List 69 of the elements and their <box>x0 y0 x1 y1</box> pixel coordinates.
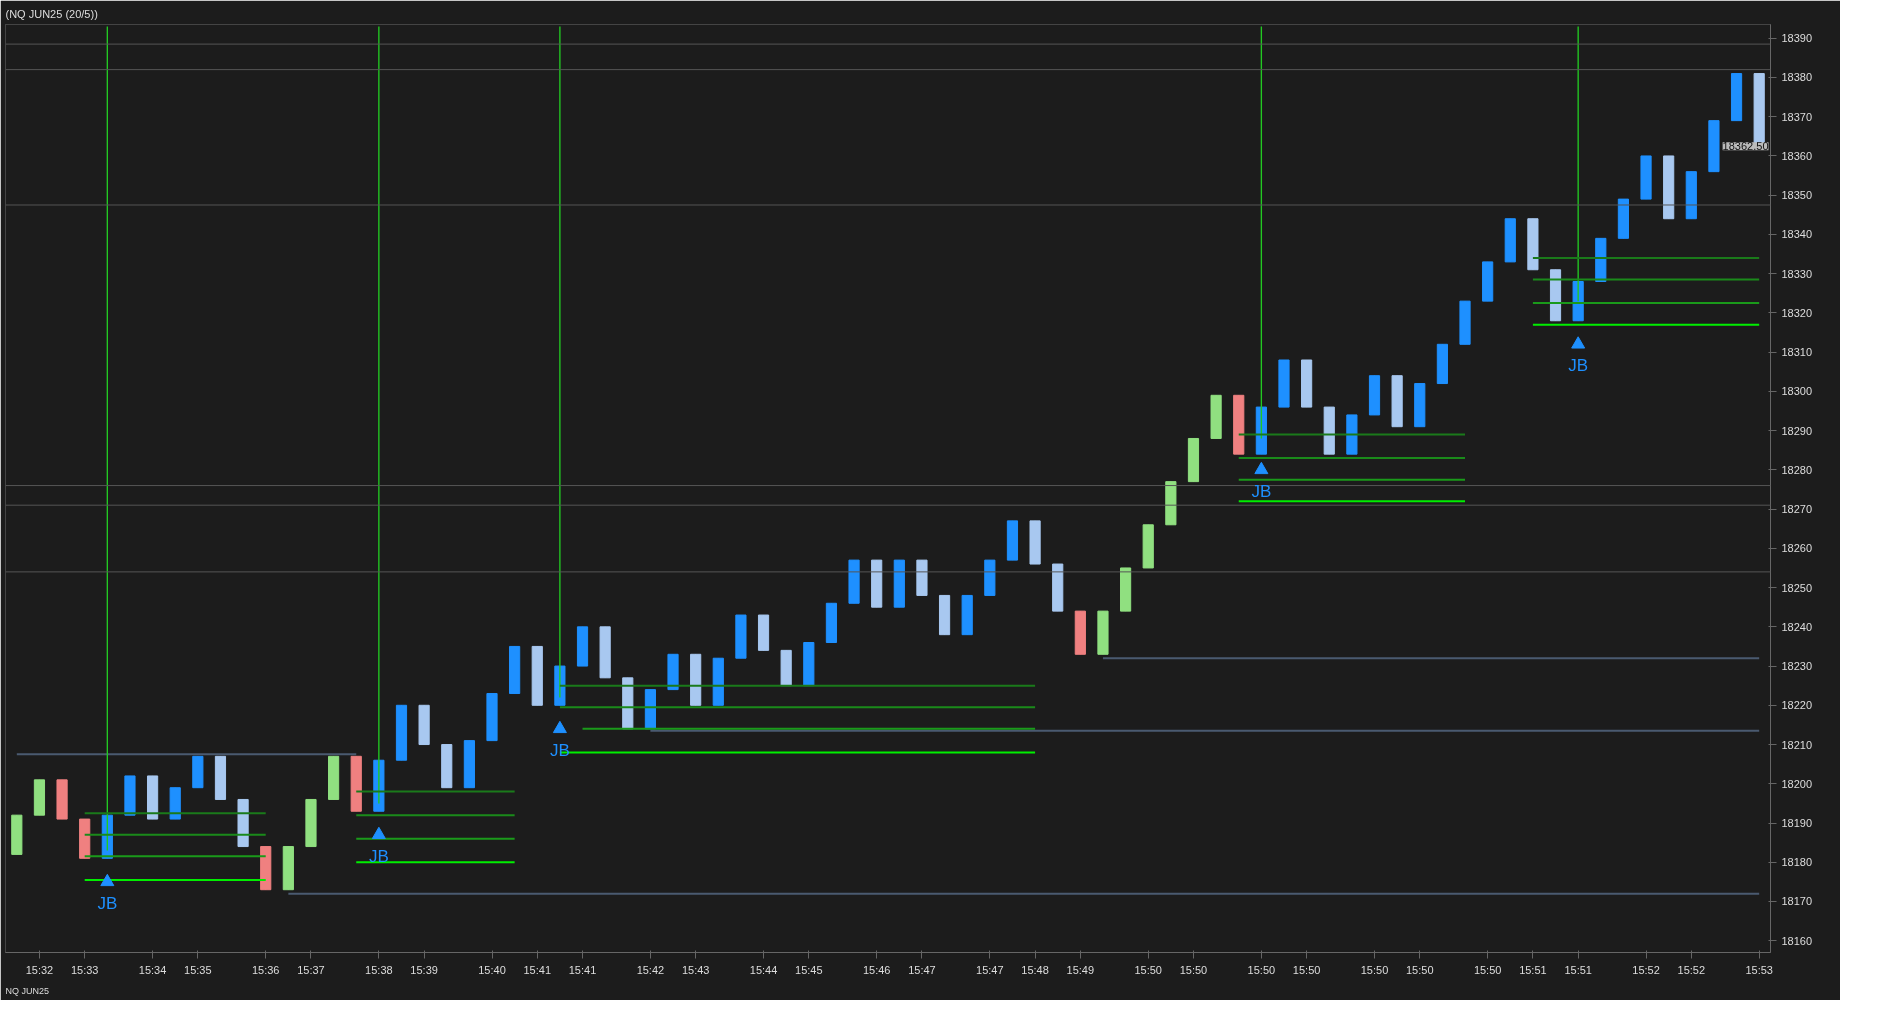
x-tick-label: 15:47 <box>908 963 936 976</box>
y-tick-label: 18280 <box>1781 463 1813 476</box>
x-tick-label: 15:47 <box>976 963 1004 976</box>
y-tick-label: 18160 <box>1781 934 1813 947</box>
x-tick-label: 15:33 <box>70 963 99 976</box>
y-tick-label: 18180 <box>1781 856 1813 869</box>
x-tick-label: 15:50 <box>1247 963 1276 976</box>
x-tick-label: 15:49 <box>1066 963 1095 976</box>
y-tick-label: 18360 <box>1781 149 1813 162</box>
annotation: JB <box>1251 481 1272 501</box>
text: NQ JUN25 <box>5 985 50 996</box>
y-tick-label: 18200 <box>1781 777 1813 790</box>
x-tick-label: 15:41 <box>523 963 552 976</box>
y-tick-label: 18290 <box>1781 424 1813 437</box>
x-tick-label: 15:45 <box>795 963 823 976</box>
y-tick-label: 18260 <box>1781 542 1813 555</box>
x-tick-label: 15:40 <box>478 963 506 976</box>
y-tick-label: 18310 <box>1781 346 1813 359</box>
y-tick-label: 18390 <box>1781 32 1813 45</box>
y-tick-label: 18320 <box>1781 306 1813 319</box>
x-tick-label: 15:52 <box>1632 963 1660 976</box>
x-tick-label: 15:50 <box>1473 963 1502 976</box>
annotation: JB <box>1568 356 1589 376</box>
y-tick-label: 18300 <box>1781 385 1813 398</box>
point <box>371 826 386 840</box>
x-tick-label: 15:51 <box>1564 963 1592 976</box>
x-tick-label: 15:52 <box>1677 963 1706 976</box>
y-tick-label: 18270 <box>1781 503 1813 516</box>
x-tick-label: 15:44 <box>749 963 778 976</box>
x-tick-label: 15:34 <box>138 963 167 976</box>
y-tick-label: 18210 <box>1781 738 1813 751</box>
point <box>1254 461 1269 475</box>
y-tick-label: 18170 <box>1781 895 1813 908</box>
y-tick-label: 18250 <box>1781 581 1813 594</box>
annotation: JB <box>97 893 118 913</box>
x-tick-label: 15:50 <box>1292 963 1321 976</box>
y-tick-label: 18220 <box>1781 699 1813 712</box>
chart-title: (NQ JUN25 (20/5)) <box>5 7 98 20</box>
x-tick-label: 15:51 <box>1519 963 1547 976</box>
point <box>552 720 567 734</box>
x-tick-label: 15:38 <box>365 963 393 976</box>
x-tick-label: 15:37 <box>297 963 325 976</box>
x-tick-label: 15:35 <box>184 963 212 976</box>
point <box>1571 336 1586 349</box>
y-tick-label: 18230 <box>1781 660 1813 673</box>
x-tick-label: 15:41 <box>568 963 597 976</box>
x-tick-label: 15:50 <box>1360 963 1389 976</box>
x-tick-label: 15:42 <box>636 963 665 976</box>
y-tick-label: 18370 <box>1781 110 1813 123</box>
x-tick-label: 15:50 <box>1179 963 1208 976</box>
annotation: JB <box>368 846 389 866</box>
x-tick-label: 15:43 <box>681 963 710 976</box>
x-tick-label: 15:53 <box>1745 963 1773 976</box>
point <box>100 873 115 887</box>
x-tick-label: 15:48 <box>1021 963 1049 976</box>
x-tick-label: 15:46 <box>862 963 891 976</box>
x-tick-label: 15:39 <box>410 963 438 976</box>
y-tick-label: 18240 <box>1781 620 1813 633</box>
x-tick-label: 15:50 <box>1406 963 1434 976</box>
y-tick-label: 18330 <box>1781 267 1813 280</box>
x-tick-label: 15:50 <box>1134 963 1162 976</box>
annotation: JB <box>549 740 570 760</box>
y-tick-label: 18350 <box>1781 189 1813 202</box>
x-tick-label: 15:36 <box>251 963 280 976</box>
y-tick-label: 18340 <box>1781 228 1813 241</box>
y-tick-label: 18190 <box>1781 817 1813 830</box>
y-tick-label: 18380 <box>1781 71 1813 84</box>
x-tick-label: 15:32 <box>25 963 54 976</box>
annotation: 18362.50 <box>1722 140 1769 153</box>
